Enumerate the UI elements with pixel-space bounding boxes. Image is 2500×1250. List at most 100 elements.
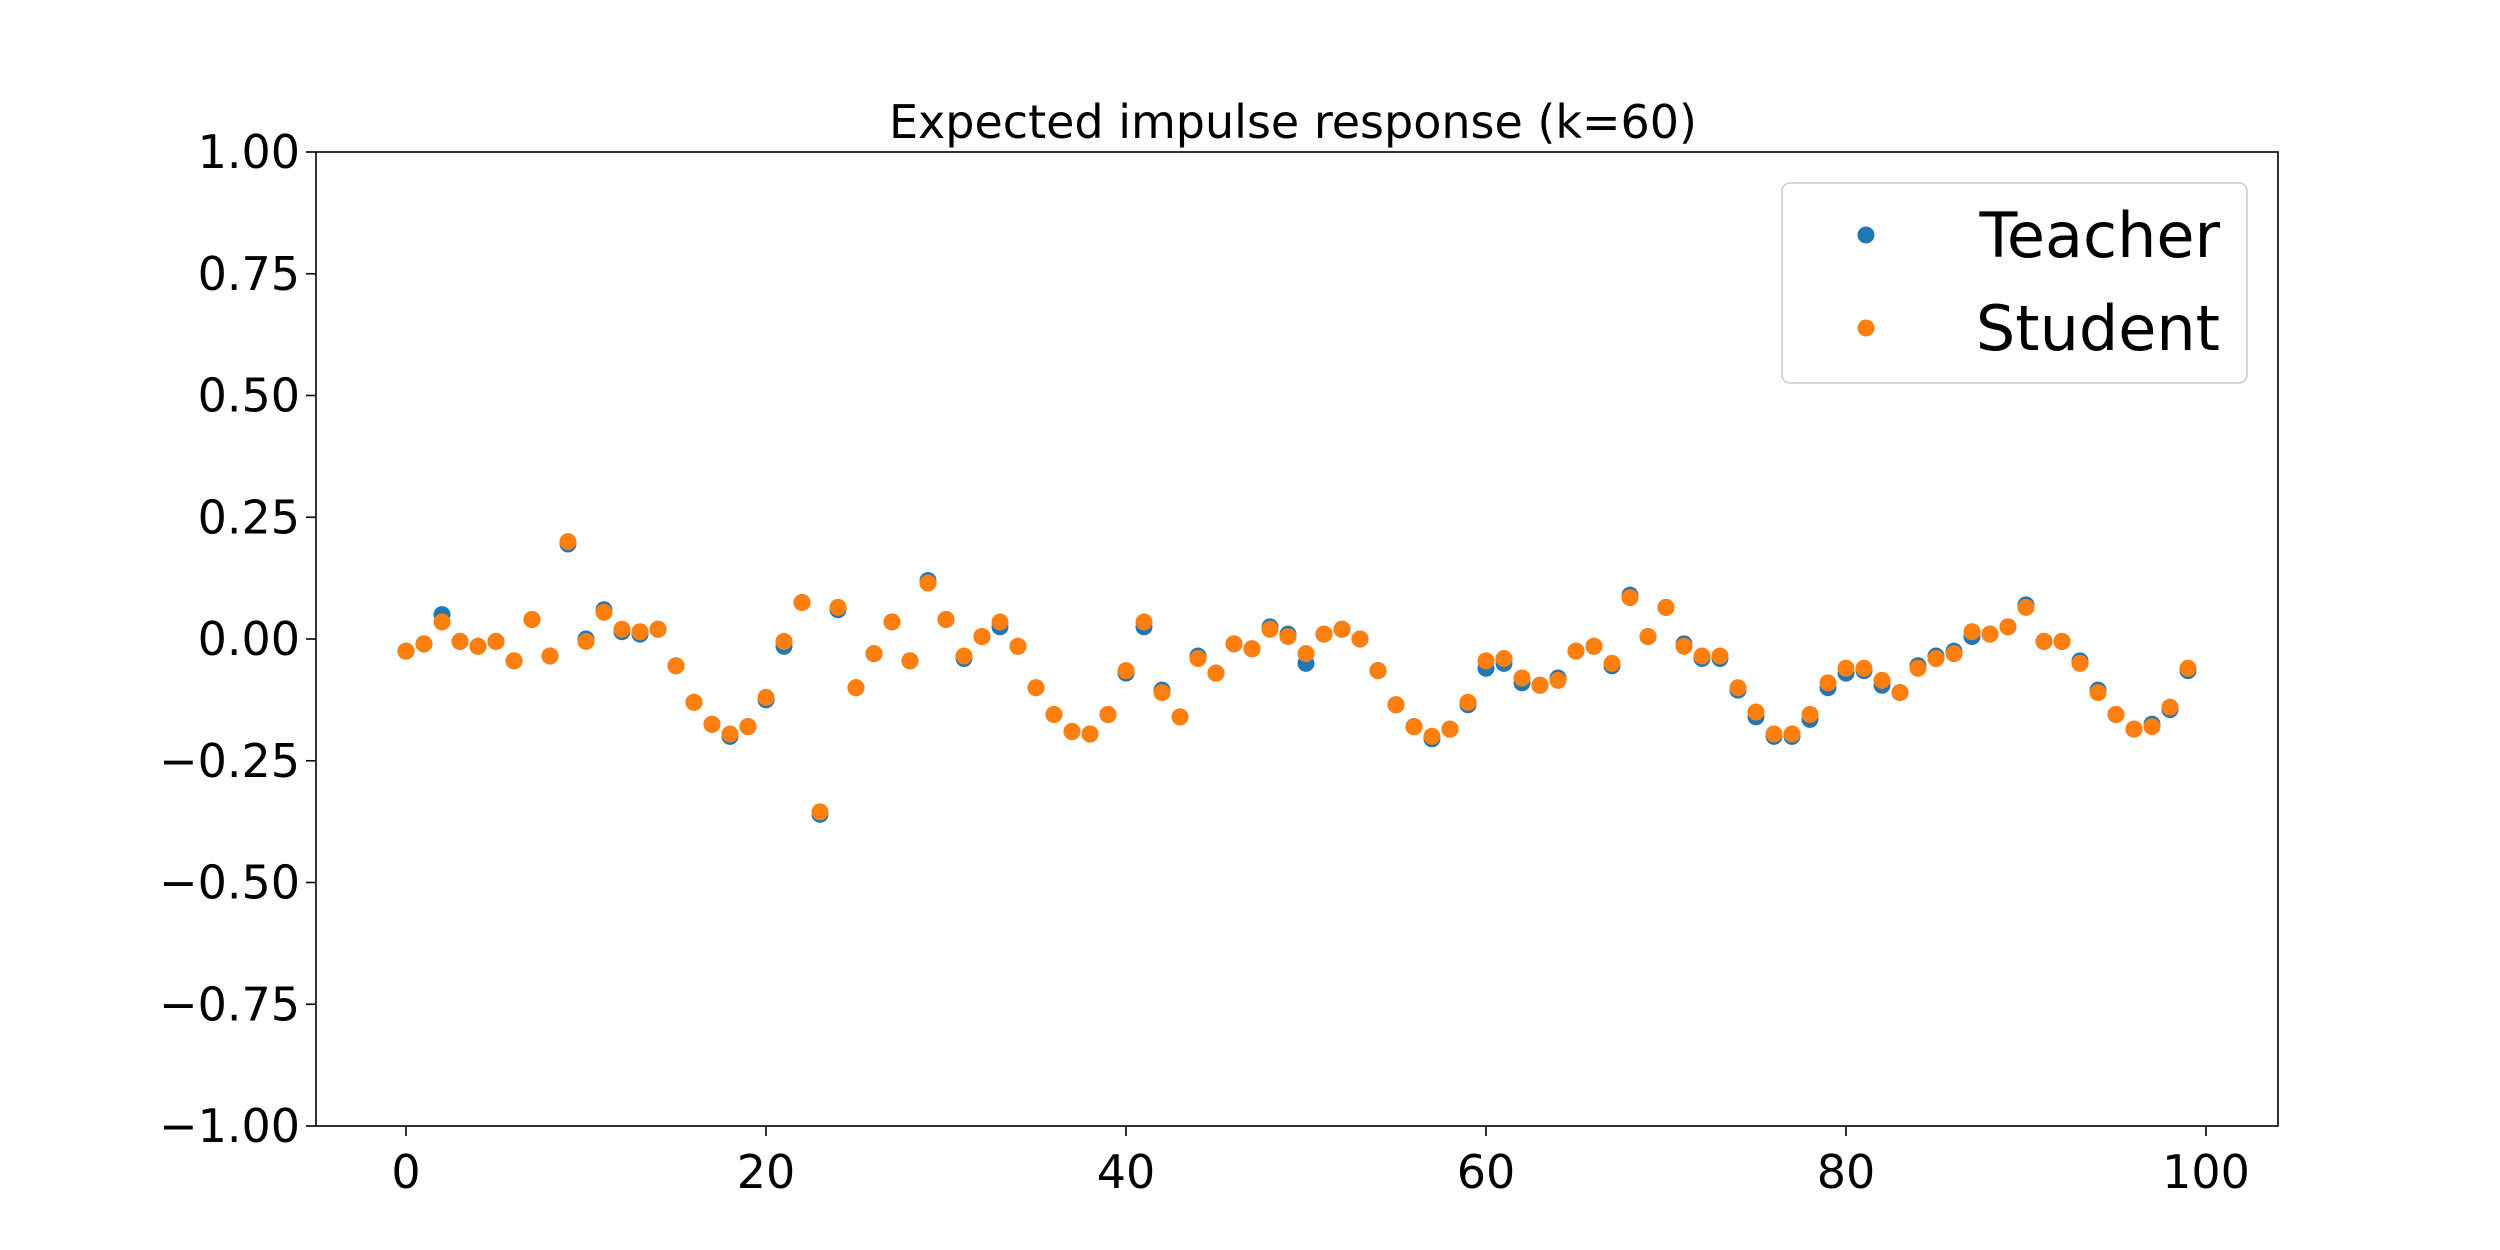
student-point (1819, 674, 1837, 692)
student-point (1711, 647, 1729, 665)
student-point (1675, 637, 1693, 655)
y-tick-label: −0.75 (159, 977, 300, 1031)
student-point (1261, 620, 1279, 638)
student-point (541, 647, 559, 665)
student-point (451, 632, 469, 650)
student-point (1099, 705, 1117, 723)
chart-title: Expected impulse response (k=60) (889, 95, 1697, 149)
student-point (1063, 723, 1081, 741)
student-point (829, 598, 847, 616)
student-point (739, 718, 757, 736)
student-point (937, 611, 955, 629)
student-point (487, 632, 505, 650)
student-point (1891, 684, 1909, 702)
student-point (865, 645, 883, 663)
student-point (1801, 705, 1819, 723)
student-point (1657, 598, 1675, 616)
student-point (433, 613, 451, 631)
student-point (793, 593, 811, 611)
student-point (955, 647, 973, 665)
student-point (1315, 625, 1333, 643)
student-point (1387, 696, 1405, 714)
student-point (2125, 720, 2143, 738)
student-point (685, 693, 703, 711)
student-point (1909, 659, 1927, 677)
student-point (973, 628, 991, 646)
student-point (1747, 703, 1765, 721)
student-point (883, 613, 901, 631)
student-point (667, 657, 685, 675)
student-point (1495, 649, 1513, 667)
student-point (1243, 640, 1261, 658)
student-point (415, 635, 433, 653)
student-point (2143, 718, 2161, 736)
student-point (1369, 662, 1387, 680)
student-point (1981, 625, 1999, 643)
student-point (757, 688, 775, 706)
student-point (1081, 725, 1099, 743)
student-point (1333, 620, 1351, 638)
student-point (1999, 618, 2017, 636)
legend-box (1781, 182, 2248, 384)
legend: Teacher Student (1781, 182, 2248, 384)
student-point (577, 632, 595, 650)
student-point (721, 725, 739, 743)
student-point (649, 620, 667, 638)
student-point (1189, 649, 1207, 667)
student-point (1405, 718, 1423, 736)
legend-marker-teacher (1857, 226, 1875, 244)
y-tick-label: −0.50 (159, 856, 300, 910)
y-tick-label: 0.50 (198, 369, 300, 423)
x-tick-label: 20 (737, 1145, 796, 1199)
student-point (1135, 613, 1153, 631)
y-tick-label: −0.25 (159, 734, 300, 788)
student-point (1351, 630, 1369, 648)
student-point (1153, 684, 1171, 702)
student-point (1045, 705, 1063, 723)
student-point (1117, 662, 1135, 680)
student-point (1927, 649, 1945, 667)
y-axis: 1.00 0.75 0.50 0.25 0.00 −0.25 −0.50 −0.75 −1.00 (159, 125, 316, 1153)
x-tick-label: 80 (1817, 1145, 1876, 1199)
student-point (1531, 676, 1549, 694)
y-tick-label: 1.00 (198, 125, 300, 179)
legend-label-teacher: Teacher (1979, 199, 2221, 272)
student-point (1837, 659, 1855, 677)
y-tick-label: 0.75 (198, 247, 300, 301)
x-tick-label: 40 (1097, 1145, 1156, 1199)
student-point (2035, 632, 2053, 650)
student-point (1225, 635, 1243, 653)
student-point (559, 533, 577, 551)
student-point (613, 620, 631, 638)
student-point (1603, 654, 1621, 672)
student-point (1171, 708, 1189, 726)
student-point (1729, 679, 1747, 697)
student-point (1297, 645, 1315, 663)
student-point (1279, 628, 1297, 646)
student-point (1027, 679, 1045, 697)
student-point (1549, 671, 1567, 689)
student-point (1693, 647, 1711, 665)
student-point (1945, 645, 1963, 663)
student-point (631, 623, 649, 641)
student-point (1765, 725, 1783, 743)
student-point (2053, 632, 2071, 650)
student-point (1441, 720, 1459, 738)
legend-marker-student (1857, 319, 1875, 337)
student-point (2089, 684, 2107, 702)
student-point (1477, 652, 1495, 670)
student-point (1873, 671, 1891, 689)
x-tick-label: 100 (2162, 1145, 2250, 1199)
student-point (2071, 654, 2089, 672)
student-point (1567, 642, 1585, 660)
student-point (811, 803, 829, 821)
student-point (397, 642, 415, 660)
y-tick-label: −1.00 (159, 1099, 300, 1153)
y-tick-label: 0.25 (198, 490, 300, 544)
x-tick-label: 60 (1457, 1145, 1516, 1199)
student-point (1513, 669, 1531, 687)
student-point (469, 637, 487, 655)
student-point (2179, 659, 2197, 677)
student-point (1639, 628, 1657, 646)
